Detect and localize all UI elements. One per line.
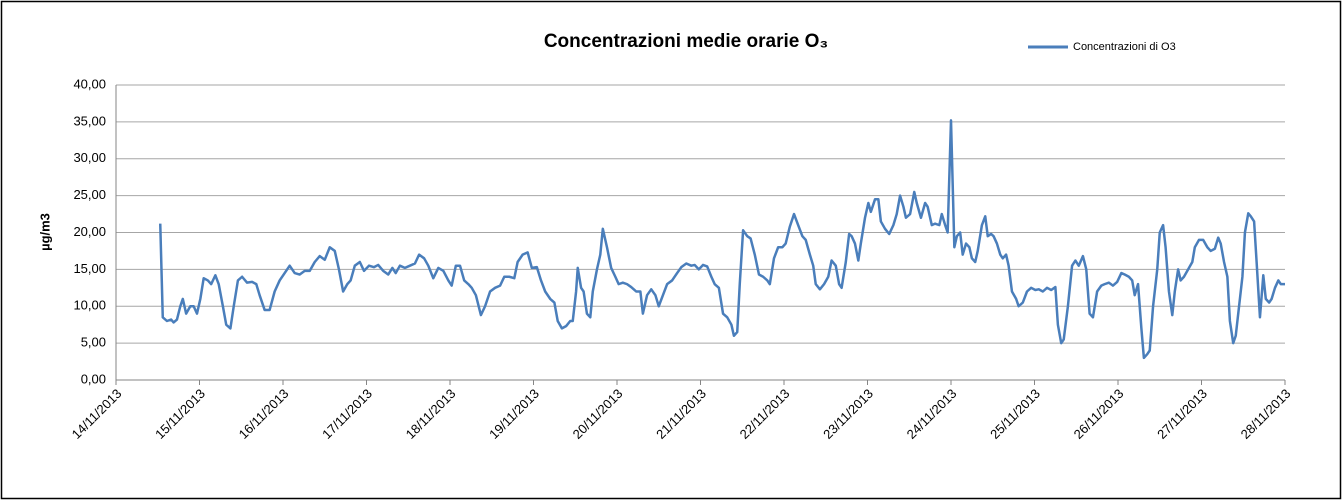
y-tick-label: 5,00 xyxy=(81,335,106,350)
y-tick-label: 30,00 xyxy=(73,150,106,165)
chart-title: Concentrazioni medie orarie O₃ xyxy=(544,31,828,52)
y-tick-label: 15,00 xyxy=(73,261,106,276)
y-tick-label: 35,00 xyxy=(73,113,106,128)
y-tick-label: 40,00 xyxy=(73,76,106,91)
y-tick-label: 10,00 xyxy=(73,298,106,313)
legend-label: Concentrazioni di O3 xyxy=(1073,41,1176,53)
y-tick-label: 20,00 xyxy=(73,224,106,239)
data-line xyxy=(159,119,1285,360)
y-tick-label: 25,00 xyxy=(73,187,106,202)
y-tick-label: 0,00 xyxy=(81,371,106,386)
y-axis-label: µg/m3 xyxy=(37,213,52,251)
